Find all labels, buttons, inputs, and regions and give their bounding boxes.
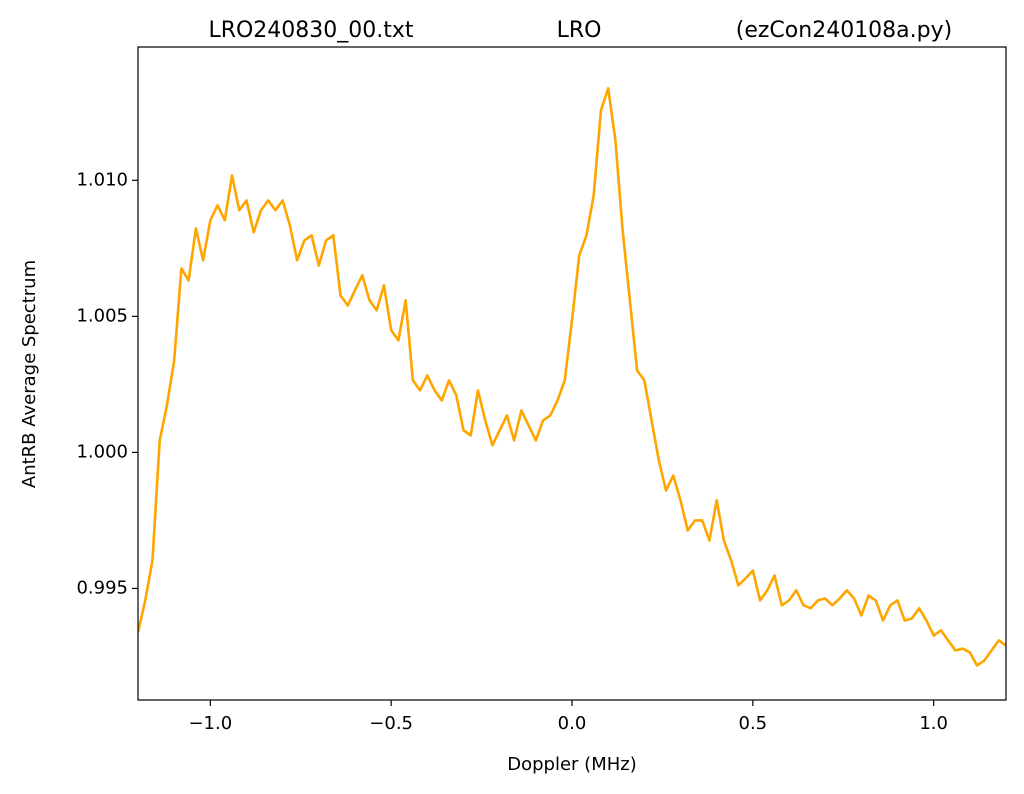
x-tick-label: 0.0 xyxy=(558,713,587,734)
y-tick-label: 0.995 xyxy=(76,577,128,598)
x-axis-label: Doppler (MHz) xyxy=(507,754,636,775)
y-axis-label: AntRB Average Spectrum xyxy=(19,260,40,488)
y-tick-label: 1.005 xyxy=(76,305,128,326)
x-tick-label: −0.5 xyxy=(369,713,413,734)
y-tick-label: 1.010 xyxy=(76,169,128,190)
chart-title: LRO240830_00.txt xyxy=(208,18,413,43)
x-tick-label: 0.5 xyxy=(739,713,768,734)
x-tick-label: 1.0 xyxy=(919,713,948,734)
y-tick-label: 1.000 xyxy=(76,441,128,462)
chart-title: LRO xyxy=(557,18,602,43)
x-tick-label: −1.0 xyxy=(188,713,232,734)
data-line xyxy=(138,87,1006,667)
plot-frame xyxy=(137,46,1007,701)
chart-title: (ezCon240108a.py) xyxy=(736,18,952,43)
